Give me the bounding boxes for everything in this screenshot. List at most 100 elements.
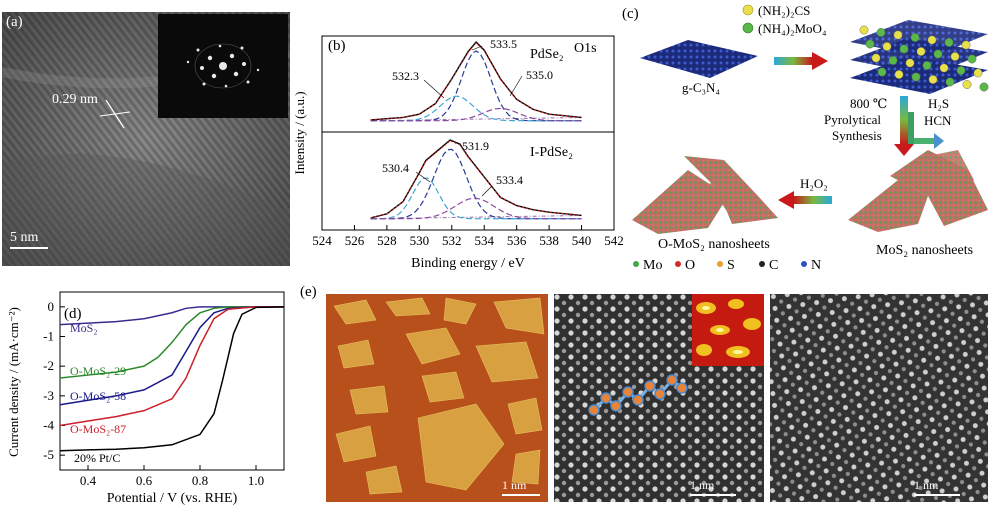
precursor-particle bbox=[877, 67, 887, 77]
panel-b-top-sample: PdSe₂ bbox=[530, 47, 564, 62]
afm-image: 1 nm bbox=[326, 294, 548, 502]
thiourea-dot bbox=[742, 4, 754, 16]
arrow-gas-out bbox=[908, 112, 944, 149]
panel-a-label: (a) bbox=[6, 14, 23, 30]
legend-mos2: MoS₂ bbox=[70, 321, 98, 335]
x-tick-label: 0.8 bbox=[192, 473, 208, 488]
precursor-particle bbox=[871, 53, 881, 63]
stem-image-doped: 1 nm bbox=[554, 294, 764, 502]
x-tick-label: 524 bbox=[312, 233, 332, 248]
mos2-nanosheets-drawing bbox=[848, 150, 988, 232]
xps-background bbox=[370, 117, 582, 122]
start-material-label: g-C₃N₄ bbox=[682, 80, 720, 95]
precursor-particle bbox=[979, 82, 989, 92]
panel-a-hrtem-image: (a) 0.29 nm 5 nm bbox=[1, 12, 292, 266]
legend-label-o: O bbox=[685, 258, 695, 273]
precursor-particle bbox=[916, 47, 926, 56]
lattice-spacing-label: 0.29 nm bbox=[52, 92, 98, 107]
gc3n4-sheet bbox=[640, 40, 758, 78]
x-tick-label: 528 bbox=[377, 233, 397, 248]
gas1-label: H₂S bbox=[928, 96, 949, 111]
precursor-particle bbox=[944, 38, 954, 47]
precursor-particle bbox=[882, 42, 892, 51]
lsv-curve bbox=[59, 306, 285, 452]
panel-d-ylabel: Current density / (mA·cm⁻²) bbox=[6, 307, 21, 457]
precursor-particle bbox=[939, 63, 949, 73]
precursor-particle bbox=[865, 39, 875, 49]
xps-fit bbox=[370, 140, 582, 219]
precursor-particle bbox=[905, 58, 915, 68]
panel-b-frame bbox=[321, 35, 615, 231]
precursor-particle bbox=[888, 56, 898, 65]
x-tick-label: 532 bbox=[442, 233, 462, 248]
element-legend: Mo O S C N bbox=[633, 258, 821, 273]
x-tick-label: 530 bbox=[410, 233, 430, 248]
stem2-scale-text: 1 nm bbox=[914, 478, 939, 492]
panel-c-label: (c) bbox=[622, 6, 639, 22]
strain-map-inset bbox=[692, 294, 764, 366]
xps-fit bbox=[370, 42, 582, 121]
afm-scale-text: 1 nm bbox=[502, 478, 527, 492]
legend-label-n: N bbox=[811, 258, 821, 273]
reagent2-label: (NH₄)₂MoO₄ bbox=[758, 21, 827, 36]
legend-label-mo: Mo bbox=[643, 258, 662, 273]
arrow-down bbox=[894, 96, 914, 156]
xps-component bbox=[370, 177, 582, 220]
step1-label-line2: Synthesis bbox=[832, 128, 882, 143]
legend-dot-n bbox=[801, 261, 807, 267]
y-tick-label: -1 bbox=[43, 329, 54, 344]
panel-d-lsv-chart: 0 -1 -2 -3 -4 -5 0.4 0.6 0.8 1.0 Current density … bbox=[0, 280, 292, 507]
panel-b-label: (b) bbox=[328, 38, 346, 54]
precursor-particle bbox=[945, 77, 955, 87]
step1-label-line1: Pyrolytical bbox=[824, 112, 881, 127]
stem-image-pristine: 1 nm bbox=[770, 294, 988, 502]
top-peak-label-left: 532.3 bbox=[392, 69, 419, 83]
precursor-particle bbox=[911, 72, 921, 82]
precursor-particle bbox=[956, 66, 966, 75]
gas2-label: HCN bbox=[924, 113, 952, 128]
precursor-particle bbox=[922, 61, 932, 70]
temperature-label: 800 ℃ bbox=[850, 96, 887, 111]
precursor-particle bbox=[950, 52, 960, 61]
legend-o-mos2-58: O-MoS₂-58 bbox=[70, 389, 126, 403]
precursor-particle bbox=[962, 80, 972, 89]
molybdate-dot bbox=[742, 22, 754, 34]
x-tick-label: 536 bbox=[507, 233, 527, 248]
x-tick-label: 540 bbox=[572, 233, 592, 248]
afm-scale-bar: 1 nm bbox=[502, 478, 540, 496]
x-tick-label: 526 bbox=[345, 233, 365, 248]
x-tick-label: 0.4 bbox=[80, 473, 97, 488]
legend-o-mos2-29: O-MoS₂-29 bbox=[70, 364, 126, 378]
oxidant-label: H₂O₂ bbox=[800, 176, 828, 191]
precursor-particle bbox=[910, 33, 920, 42]
arrow-left-h2o2 bbox=[778, 191, 832, 209]
stem2-scale-bar: 1 nm bbox=[914, 478, 960, 496]
x-tick-label: 538 bbox=[539, 233, 559, 248]
panel-d-label: (d) bbox=[64, 306, 82, 322]
panel-e-label: (e) bbox=[300, 284, 317, 300]
y-tick-label: -2 bbox=[43, 358, 54, 373]
panel-c-schematic: (NH₂)₂CS (NH₄)₂MoO₄ g-C₃N₄ 800 ℃ Pyrolyt… bbox=[622, 0, 1000, 275]
panel-d-xlabel: Potential / V (vs. RHE) bbox=[107, 491, 238, 506]
x-tick-label: 0.6 bbox=[136, 473, 153, 488]
precursor-particle bbox=[859, 25, 869, 35]
precursor-particle bbox=[894, 70, 904, 79]
y-tick-label: -4 bbox=[43, 418, 54, 433]
y-tick-label: -3 bbox=[43, 388, 54, 403]
arrow-right-1 bbox=[774, 52, 828, 70]
lsv-curve bbox=[59, 306, 284, 427]
lsv-curve bbox=[59, 306, 284, 379]
top-peak-label-right: 535.0 bbox=[526, 68, 553, 82]
legend-label-s: S bbox=[727, 258, 735, 273]
panel-d-frame bbox=[59, 291, 285, 471]
panel-a-scale-bar-text: 5 nm bbox=[10, 230, 39, 245]
xps-background bbox=[370, 215, 582, 220]
panel-b-xps-chart: 524 526 528 530 532 534 536 538 540 542 Intensity… bbox=[292, 0, 624, 275]
o-mos2-nanosheets-drawing bbox=[632, 156, 778, 234]
product2-label: O-MoS₂ nanosheets bbox=[658, 237, 770, 252]
panel-b-bottom-sample: I-PdSe₂ bbox=[530, 145, 573, 160]
panel-b-orbital: O1s bbox=[574, 41, 597, 56]
precursor-particle bbox=[893, 30, 903, 40]
legend-o-mos2-87: O-MoS₂-87 bbox=[70, 422, 126, 436]
fft-inset bbox=[158, 14, 288, 118]
